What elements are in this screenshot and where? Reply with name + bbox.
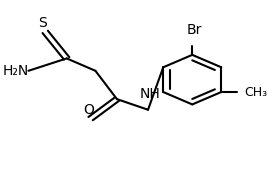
Text: H₂N: H₂N [2,64,28,78]
Text: Br: Br [187,23,202,37]
Text: O: O [83,103,94,117]
Text: S: S [38,16,47,30]
Text: CH₃: CH₃ [244,85,267,99]
Text: NH: NH [140,87,161,101]
